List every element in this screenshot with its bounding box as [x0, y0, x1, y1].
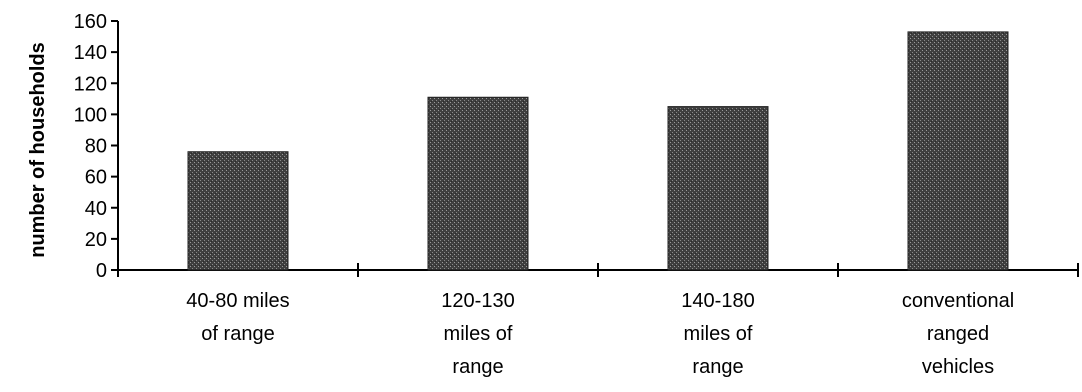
y-tick-label: 100	[74, 104, 107, 126]
y-axis-label: number of households	[27, 42, 49, 258]
y-tick-label: 60	[85, 167, 107, 189]
category-label: 40-80 miles of range	[186, 290, 289, 345]
y-tick-label: 20	[85, 229, 107, 251]
bar	[667, 106, 769, 271]
y-tick-label: 40	[85, 198, 107, 220]
y-tick-label: 0	[96, 260, 107, 282]
bar	[187, 151, 289, 271]
y-tick-label: 160	[74, 11, 107, 33]
y-axis: 0 20 40 60 80 100 120 140 160	[74, 11, 119, 282]
bars	[187, 31, 1009, 271]
y-tick-label: 80	[85, 136, 107, 158]
bar	[907, 31, 1009, 271]
category-label: 120-130 miles of range	[441, 290, 514, 378]
y-tick-label: 140	[74, 42, 107, 64]
y-tick-label: 120	[74, 73, 107, 95]
category-label: 140-180 miles of range	[681, 290, 754, 378]
category-label: conventional ranged vehicles	[902, 290, 1014, 378]
category-labels: 40-80 miles of range 120-130 miles of range 1…	[186, 290, 1014, 378]
bar	[427, 96, 529, 271]
